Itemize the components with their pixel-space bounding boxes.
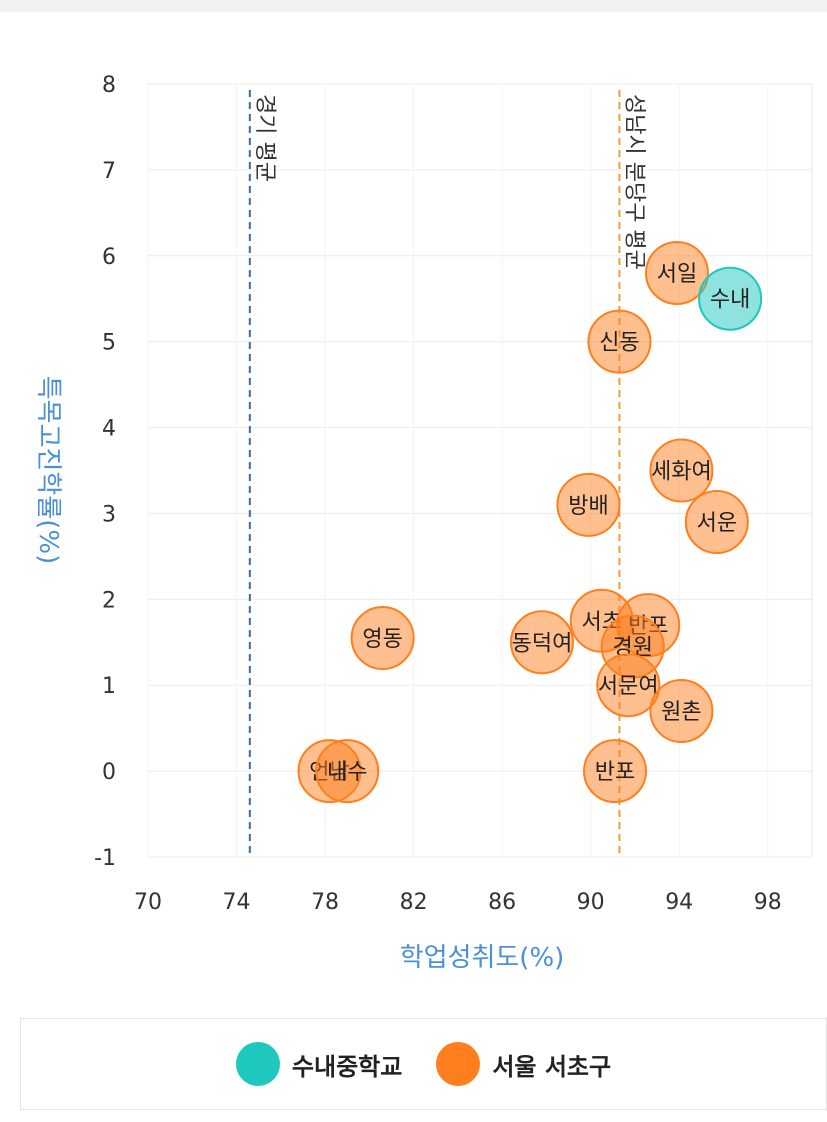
y-tick-label: 1	[102, 674, 116, 699]
data-point-1-1[interactable]: 신동	[587, 309, 652, 374]
top-bar	[0, 0, 827, 12]
y-tick-label: -1	[94, 846, 116, 871]
data-point-label: 내수	[327, 760, 367, 785]
data-point-label: 동덕여	[512, 631, 573, 656]
y-tick-label: 5	[102, 331, 116, 356]
legend-label-suna: 수내중학교	[291, 1052, 403, 1081]
data-point-1-2[interactable]: 세화여	[649, 438, 714, 503]
y-tick-label: 7	[102, 159, 116, 184]
data-point-label: 신동	[599, 331, 639, 356]
data-point-1-13[interactable]: 내수	[315, 739, 380, 804]
data-point-marker	[596, 653, 661, 718]
x-tick-label: 82	[400, 890, 428, 915]
data-point-marker	[649, 678, 714, 743]
y-tick-label: 2	[102, 588, 116, 613]
x-tick-label: 98	[754, 890, 782, 915]
legend-label-seocho: 서울 서초구	[492, 1052, 612, 1081]
data-point-label: 영동	[362, 627, 402, 652]
data-point-1-14[interactable]: 반포	[583, 739, 648, 804]
legend-swatch-suna	[235, 1042, 280, 1086]
x-tick-label: 70	[134, 890, 162, 915]
data-point-label: 방배	[568, 494, 608, 519]
grid	[147, 83, 813, 858]
data-point-0-0[interactable]: 수내	[698, 266, 763, 331]
data-point-marker	[509, 610, 574, 675]
reference-label-0: 경기 평균	[252, 94, 277, 182]
x-tick-label: 74	[223, 890, 251, 915]
x-axis-title: 학업성취도(%)	[400, 943, 565, 973]
data-point-1-7[interactable]: 영동	[350, 605, 415, 670]
reference-lines: 경기 평균 성남시 분당구 평균	[248, 90, 646, 857]
x-tick-label: 86	[488, 890, 516, 915]
y-axis-title: 특목고진학률(%)	[33, 376, 63, 565]
y-tick-label: 6	[102, 245, 116, 270]
x-tick-label: 90	[577, 890, 605, 915]
data-point-marker	[644, 240, 709, 305]
x-tick-label: 94	[665, 890, 693, 915]
data-point-label: 서일	[657, 262, 697, 287]
data-point-1-4[interactable]: 서운	[684, 490, 749, 555]
data-point-label: 서운	[697, 511, 737, 536]
data-point-1-11[interactable]: 원촌	[649, 678, 714, 743]
data-points: 서일신동세화여방배서운서초반포영동동덕여경원서문여원촌언남내수반포수내	[297, 240, 763, 804]
y-tick-label: 0	[102, 760, 116, 785]
x-tick-label: 78	[311, 890, 339, 915]
data-point-marker	[587, 309, 652, 374]
y-tick-label: 3	[102, 502, 116, 527]
data-point-label: 서문여	[598, 674, 659, 699]
data-point-marker	[556, 472, 621, 537]
data-point-marker	[698, 266, 763, 331]
data-point-marker	[684, 490, 749, 555]
legend-item-seocho[interactable]: 서울 서초구	[436, 1042, 611, 1086]
data-point-1-10[interactable]: 서문여	[596, 653, 661, 718]
data-point-label: 세화여	[651, 460, 712, 485]
data-point-marker	[315, 739, 380, 804]
data-point-1-0[interactable]: 서일	[644, 240, 709, 305]
y-tick-label: 4	[102, 417, 116, 442]
data-point-marker	[350, 605, 415, 670]
data-point-label: 반포	[595, 760, 635, 785]
legend-item-suna[interactable]: 수내중학교	[235, 1042, 403, 1086]
reference-label-1: 성남시 분당구 평균	[621, 94, 646, 270]
data-point-1-3[interactable]: 방배	[556, 472, 621, 537]
data-point-label: 원촌	[661, 700, 701, 725]
data-point-marker	[583, 739, 648, 804]
legend-swatch-seocho	[436, 1042, 481, 1086]
data-point-1-8[interactable]: 동덕여	[509, 610, 574, 675]
data-point-marker	[649, 438, 714, 503]
y-tick-label: 8	[102, 73, 116, 98]
data-point-label: 수내	[710, 288, 750, 313]
legend: 수내중학교 서울 서초구	[20, 1018, 827, 1110]
